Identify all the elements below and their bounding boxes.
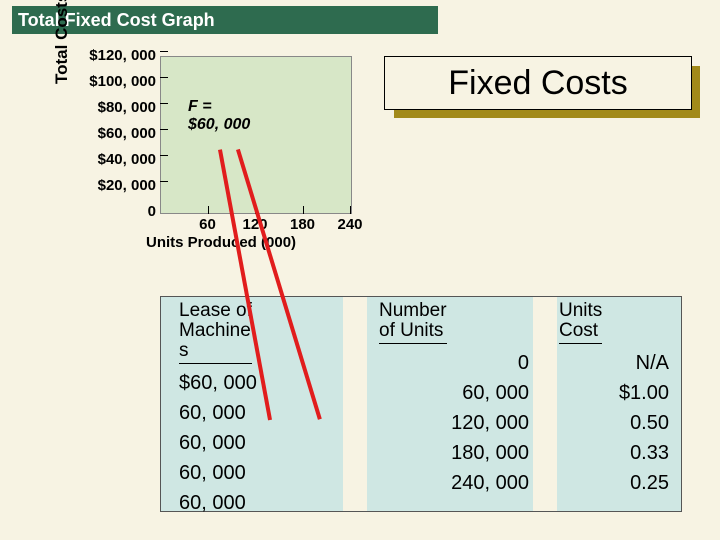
table-cell: 60, 000 <box>379 378 529 408</box>
table-cell: 60, 000 <box>179 458 349 488</box>
table-cell: 60, 000 <box>179 488 349 518</box>
fixed-cost-chart: Total Costs $120, 000$100, 000$80, 000$6… <box>80 48 360 248</box>
badge-face: Fixed Costs <box>384 56 692 110</box>
table-column: Lease ofMachines$60, 00060, 00060, 00060… <box>179 301 349 518</box>
chart-xtick: 180 <box>288 216 318 233</box>
chart-xtick: 240 <box>335 216 365 233</box>
table-cell: 180, 000 <box>379 438 529 468</box>
chart-xtick: 60 <box>193 216 223 233</box>
table-cell: 120, 000 <box>379 408 529 438</box>
table-cell: 0.25 <box>559 468 669 498</box>
table-cell: 0 <box>379 348 529 378</box>
chart-ytick: $100, 000 <box>78 74 156 89</box>
table-cell: N/A <box>559 348 669 378</box>
table-header: UnitsCost <box>559 301 602 344</box>
table-cell: 60, 000 <box>179 428 349 458</box>
chart-annotation: F = $60, 000 <box>188 98 250 134</box>
fixed-costs-badge: Fixed Costs <box>384 56 700 118</box>
table-gap <box>533 297 557 511</box>
table-cell: 240, 000 <box>379 468 529 498</box>
chart-xlabel: Units Produced (000) <box>146 234 296 251</box>
table-column: Numberof Units 060, 000120, 000180, 00024… <box>379 301 529 498</box>
chart-ytick: $120, 000 <box>78 48 156 63</box>
table-cell: $1.00 <box>559 378 669 408</box>
chart-ytick: $40, 000 <box>78 152 156 167</box>
chart-ytick: $60, 000 <box>78 126 156 141</box>
chart-plot-area <box>160 56 352 214</box>
chart-ytick: 0 <box>78 204 156 219</box>
chart-ylabel: Total Costs <box>52 0 72 84</box>
table-header: Lease ofMachines <box>179 301 252 364</box>
page-title: Total Fixed Cost Graph <box>12 6 438 34</box>
table-column: UnitsCost N/A$1.000.500.330.25 <box>559 301 669 498</box>
chart-xtick: 120 <box>240 216 270 233</box>
chart-ytick: $20, 000 <box>78 178 156 193</box>
table-cell: 0.33 <box>559 438 669 468</box>
chart-annotation-line2: $60, 000 <box>188 116 250 134</box>
fixed-cost-table: Lease ofMachines$60, 00060, 00060, 00060… <box>160 296 682 512</box>
chart-ytick: $80, 000 <box>78 100 156 115</box>
table-cell: 0.50 <box>559 408 669 438</box>
table-header: Numberof Units <box>379 301 447 344</box>
chart-annotation-line1: F = <box>188 98 250 116</box>
